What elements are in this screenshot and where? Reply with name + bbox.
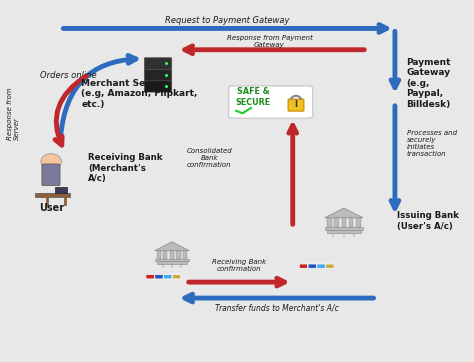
FancyBboxPatch shape bbox=[325, 227, 363, 230]
Text: Orders online: Orders online bbox=[39, 71, 96, 80]
FancyBboxPatch shape bbox=[327, 230, 361, 233]
FancyBboxPatch shape bbox=[341, 218, 346, 227]
FancyBboxPatch shape bbox=[144, 58, 172, 70]
FancyBboxPatch shape bbox=[327, 218, 331, 227]
FancyBboxPatch shape bbox=[334, 218, 339, 227]
FancyBboxPatch shape bbox=[228, 86, 313, 118]
FancyBboxPatch shape bbox=[299, 264, 308, 268]
FancyBboxPatch shape bbox=[42, 164, 60, 186]
FancyBboxPatch shape bbox=[317, 264, 325, 268]
FancyBboxPatch shape bbox=[146, 275, 155, 279]
Text: Payment
Gateway
(e.g,
Paypal,
Billdesk): Payment Gateway (e.g, Paypal, Billdesk) bbox=[407, 58, 451, 109]
FancyBboxPatch shape bbox=[157, 261, 187, 264]
FancyBboxPatch shape bbox=[356, 218, 361, 227]
FancyBboxPatch shape bbox=[35, 193, 70, 197]
FancyBboxPatch shape bbox=[176, 251, 181, 259]
Text: SAFE &
SECURE: SAFE & SECURE bbox=[236, 87, 271, 107]
Polygon shape bbox=[325, 208, 363, 218]
Text: Issuing Bank
(User's A/c): Issuing Bank (User's A/c) bbox=[397, 211, 459, 231]
Text: Response from Payment
Gateway: Response from Payment Gateway bbox=[227, 35, 312, 48]
FancyBboxPatch shape bbox=[144, 69, 172, 81]
Text: Processes and
securely
initiates
transaction: Processes and securely initiates transac… bbox=[407, 130, 456, 157]
FancyBboxPatch shape bbox=[173, 275, 181, 279]
Text: I: I bbox=[294, 100, 298, 109]
Text: Request to Payment Gateway: Request to Payment Gateway bbox=[165, 16, 290, 25]
Polygon shape bbox=[155, 242, 189, 251]
FancyBboxPatch shape bbox=[163, 251, 167, 259]
Text: Merchant Server
(e.g, Amazon, Flipkart,
etc.): Merchant Server (e.g, Amazon, Flipkart, … bbox=[82, 79, 198, 109]
Text: Receiving Bank
(Merchant's
A/c): Receiving Bank (Merchant's A/c) bbox=[88, 153, 163, 183]
Text: Receiving Bank
confirmation: Receiving Bank confirmation bbox=[212, 260, 266, 273]
Circle shape bbox=[41, 154, 62, 169]
FancyBboxPatch shape bbox=[349, 218, 354, 227]
Text: Response from
Server: Response from Server bbox=[7, 87, 20, 140]
FancyBboxPatch shape bbox=[164, 275, 172, 279]
FancyBboxPatch shape bbox=[55, 187, 66, 193]
Text: Consolidated
Bank
confirmation: Consolidated Bank confirmation bbox=[186, 148, 232, 168]
FancyBboxPatch shape bbox=[326, 264, 334, 268]
Text: User: User bbox=[38, 203, 64, 213]
FancyBboxPatch shape bbox=[183, 251, 187, 259]
FancyBboxPatch shape bbox=[157, 251, 161, 259]
FancyBboxPatch shape bbox=[155, 258, 189, 261]
FancyBboxPatch shape bbox=[170, 251, 174, 259]
FancyBboxPatch shape bbox=[144, 80, 172, 92]
FancyBboxPatch shape bbox=[308, 264, 317, 268]
FancyBboxPatch shape bbox=[155, 275, 163, 279]
Text: Transfer funds to Merchant's A/c: Transfer funds to Merchant's A/c bbox=[215, 303, 338, 312]
FancyBboxPatch shape bbox=[288, 99, 304, 111]
